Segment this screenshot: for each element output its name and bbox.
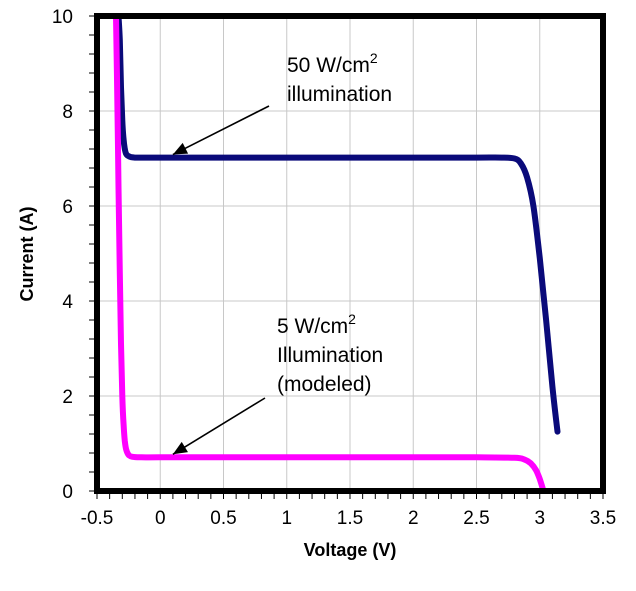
- series-line-50w: [115, 13, 561, 435]
- x-tick-label: 1: [281, 508, 292, 529]
- annotation-arrow-line: [172, 105, 270, 156]
- annotation-text-line: 5 W/cm2: [277, 311, 356, 338]
- minor-ticks: [89, 15, 604, 499]
- x-tick-label: 3.5: [590, 508, 616, 529]
- x-tick-label: 0.5: [210, 508, 236, 529]
- x-tick-label: 2.5: [463, 508, 489, 529]
- annotation-text-line: illumination: [287, 83, 392, 106]
- x-tick-label: 1.5: [337, 508, 363, 529]
- annotation-arrow-head: [172, 142, 189, 155]
- y-tick-label: 4: [62, 292, 73, 313]
- annotation-arrow-line: [172, 397, 266, 455]
- x-tick-label: 3: [534, 508, 545, 529]
- y-axis-title: Current (A): [17, 207, 37, 302]
- x-tick-label: -0.5: [81, 508, 114, 529]
- y-tick-label: 2: [62, 387, 73, 408]
- annotation-text-line: 50 W/cm2: [287, 50, 378, 77]
- x-axis-title: Voltage (V): [304, 540, 397, 560]
- y-tick-labels: 0 2 4 6 8 10: [52, 7, 74, 503]
- series-layer: [113, 13, 561, 494]
- y-tick-label: 8: [62, 102, 73, 123]
- y-tick-label: 6: [62, 197, 73, 218]
- x-tick-label: 0: [155, 508, 166, 529]
- annotation-text-line: (modeled): [277, 373, 372, 396]
- annotations: 50 W/cm2 illumination 5 W/cm2 Illumination (…: [172, 50, 392, 455]
- annotation-arrow-head: [172, 441, 188, 455]
- x-tick-label: 2: [408, 508, 419, 529]
- series-line-5w: [113, 13, 547, 494]
- annotation-text-line: Illumination: [277, 344, 383, 367]
- y-tick-label: 10: [52, 7, 73, 28]
- plot-frame: [94, 13, 606, 494]
- x-tick-labels: -0.5 0 0.5 1 1.5 2 2.5 3 3.5: [81, 508, 617, 529]
- y-tick-label: 0: [62, 482, 73, 503]
